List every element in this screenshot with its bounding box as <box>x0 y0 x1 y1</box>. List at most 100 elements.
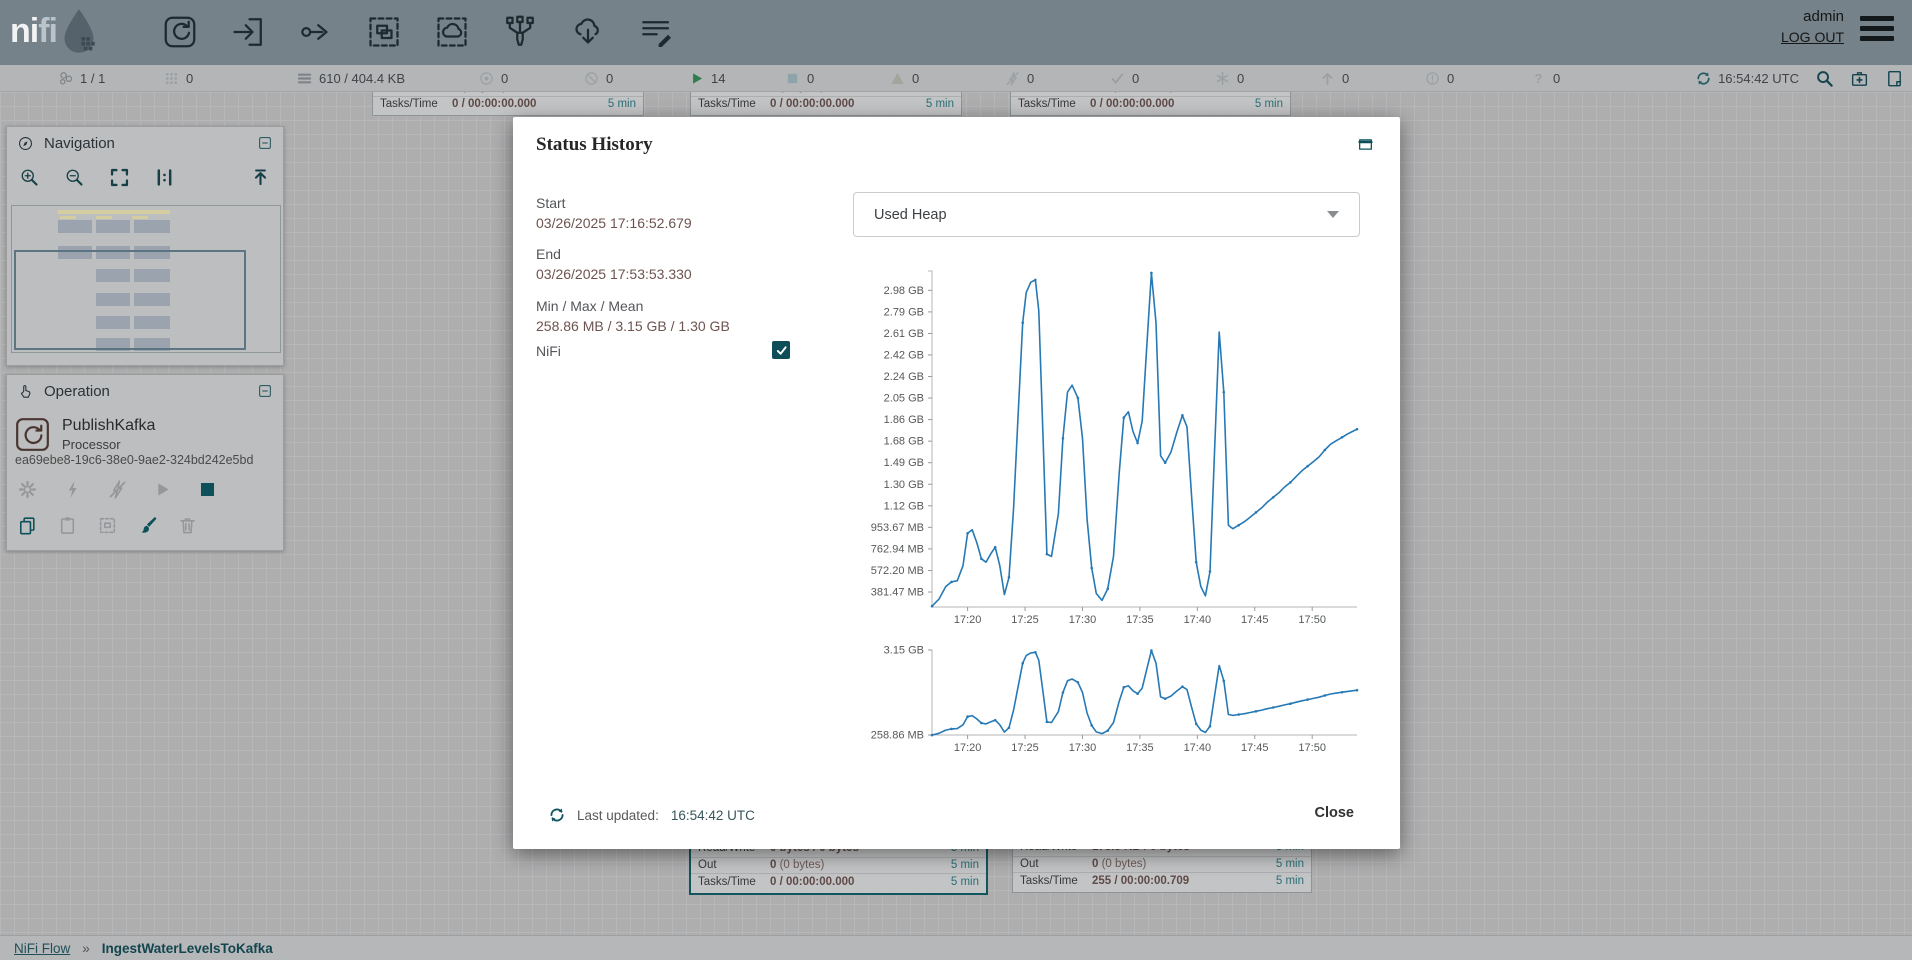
dialog-refresh-icon[interactable] <box>549 807 565 823</box>
svg-text:1.30 GB: 1.30 GB <box>884 479 924 491</box>
status-count: 1 / 1 <box>80 70 106 86</box>
selected-component-type: Processor <box>62 437 121 452</box>
zoom-out-button[interactable] <box>64 167 85 188</box>
breadcrumb: NiFi Flow » IngestWaterLevelsToKafka <box>0 935 1912 960</box>
funnel-icon[interactable] <box>500 12 540 52</box>
svg-text:3.15 GB: 3.15 GB <box>884 645 924 657</box>
last-updated-label: Last updated: <box>577 807 659 823</box>
breadcrumb-root-link[interactable]: NiFi Flow <box>14 940 71 956</box>
stale-icon <box>1319 70 1336 87</box>
remote-process-group-icon[interactable] <box>432 12 472 52</box>
stat-row: Tasks/Time 0 / 00:00:00.000 5 min <box>1011 95 1290 113</box>
refresh-status[interactable]: 16:54:42 UTC <box>1696 71 1799 86</box>
svg-text:2.98 GB: 2.98 GB <box>884 285 924 297</box>
svg-text:572.20 MB: 572.20 MB <box>871 565 924 577</box>
stat-value: 0 (0 bytes) <box>1092 858 1147 871</box>
svg-text:2.79 GB: 2.79 GB <box>884 306 924 318</box>
bulletin-board-icon[interactable] <box>1850 69 1869 88</box>
component-toolbar <box>160 12 676 52</box>
svg-text:2.42 GB: 2.42 GB <box>884 349 924 361</box>
delete-button[interactable] <box>177 515 198 536</box>
logout-link[interactable]: LOG OUT <box>1780 29 1844 45</box>
chevron-down-icon <box>1327 211 1339 218</box>
series-nifi-label: NiFi <box>536 343 561 359</box>
nifi-drop-icon <box>64 9 95 53</box>
svg-text:17:45: 17:45 <box>1241 614 1269 626</box>
status-count: 0 <box>1342 70 1350 86</box>
copy-button[interactable] <box>17 515 38 536</box>
svg-text:17:50: 17:50 <box>1298 742 1326 754</box>
stat-window: 5 min <box>950 875 979 888</box>
flow-summary-icon[interactable] <box>1885 69 1904 88</box>
operation-panel: Operation PublishKafka Processor ea69ebe… <box>6 374 284 551</box>
navigation-panel-title: Navigation <box>44 134 115 152</box>
svg-text:1.86 GB: 1.86 GB <box>884 414 924 426</box>
status-cluster: 1 / 1 <box>57 70 105 87</box>
close-button[interactable]: Close <box>1314 805 1355 821</box>
stat-window: 5 min <box>926 92 954 93</box>
breadcrumb-separator: » <box>82 940 90 956</box>
operation-collapse-button[interactable] <box>257 383 273 399</box>
search-icon[interactable] <box>1815 69 1834 88</box>
group-button[interactable] <box>97 515 118 536</box>
svg-text:762.94 MB: 762.94 MB <box>871 543 924 555</box>
global-menu-icon[interactable] <box>1860 16 1894 46</box>
svg-text:17:35: 17:35 <box>1126 742 1154 754</box>
breadcrumb-current-group[interactable]: IngestWaterLevelsToKafka <box>101 940 273 956</box>
disabled-icon <box>1004 70 1021 87</box>
leave-group-button[interactable] <box>250 167 271 188</box>
enable-button[interactable] <box>62 479 83 500</box>
stop-button[interactable] <box>197 479 218 500</box>
start-label: Start <box>536 195 566 211</box>
process-group-icon[interactable] <box>364 12 404 52</box>
minimap-viewport[interactable] <box>14 250 246 350</box>
last-updated-value: 16:54:42 UTC <box>670 807 755 823</box>
change-color-button[interactable] <box>137 515 158 536</box>
end-label: End <box>536 246 561 262</box>
input-port-icon[interactable] <box>228 12 268 52</box>
processor-icon[interactable] <box>160 12 200 52</box>
stat-value: 0 (0 bytes) <box>770 92 926 93</box>
status-invalid: 0 <box>889 70 919 87</box>
popout-window-icon[interactable] <box>1357 137 1374 152</box>
metric-selected-value: Used Heap <box>874 206 947 223</box>
template-icon[interactable] <box>568 12 608 52</box>
svg-text:17:45: 17:45 <box>1241 742 1269 754</box>
configure-button[interactable] <box>17 479 38 500</box>
metric-select-dropdown[interactable]: Used Heap <box>853 192 1360 237</box>
hand-pointer-icon <box>17 383 34 400</box>
start-button[interactable] <box>152 479 173 500</box>
status-count: 0 <box>186 70 194 86</box>
refresh-icon[interactable] <box>1696 71 1711 86</box>
svg-text:17:25: 17:25 <box>1011 742 1039 754</box>
series-nifi-checkbox[interactable] <box>772 341 790 359</box>
status-stopped: 0 <box>784 70 814 87</box>
min-max-mean-label: Min / Max / Mean <box>536 298 644 314</box>
zoom-actual-size-button[interactable] <box>154 167 175 188</box>
label-icon[interactable] <box>636 12 676 52</box>
stat-value: 0 / 00:00:00.000 <box>1090 98 1175 111</box>
processor-badge-icon <box>15 417 50 452</box>
stat-label: Out <box>1018 92 1090 93</box>
transmitting-icon <box>478 70 495 87</box>
paste-button[interactable] <box>57 515 78 536</box>
stat-label: Tasks/Time <box>380 98 438 111</box>
svg-text:258.86 MB: 258.86 MB <box>871 730 924 742</box>
stat-window: 5 min <box>1254 98 1283 111</box>
navigation-collapse-button[interactable] <box>257 135 273 151</box>
zoom-fit-button[interactable] <box>109 167 130 188</box>
zoom-in-button[interactable] <box>19 167 40 188</box>
output-port-icon[interactable] <box>296 12 336 52</box>
status-refresh-time: 16:54:42 UTC <box>1718 70 1799 86</box>
birdseye-minimap[interactable] <box>11 205 281 353</box>
not-transmitting-icon <box>583 70 600 87</box>
disable-button[interactable] <box>107 479 128 500</box>
used-heap-overview-brush[interactable]: 3.15 GB 258.86 MB 17:20 17:25 17:30 17:35 17:4… <box>840 640 1370 760</box>
svg-text:17:30: 17:30 <box>1069 742 1097 754</box>
threads-icon <box>163 70 180 87</box>
